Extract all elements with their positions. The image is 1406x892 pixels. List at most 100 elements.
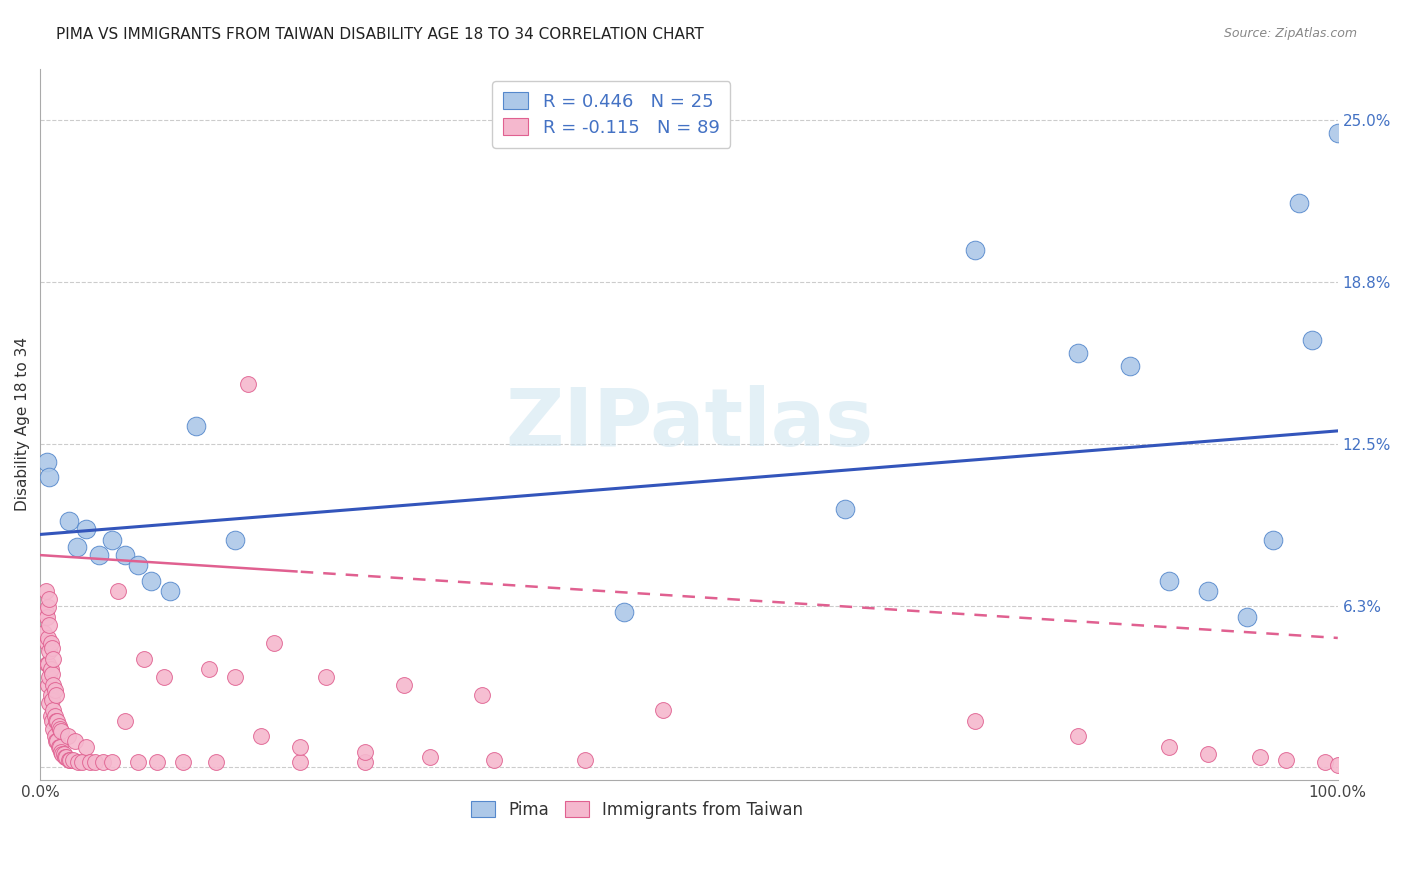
Point — [49, 722, 72, 736]
Point — [53, 750, 76, 764]
Point — [1261, 533, 1284, 547]
Point — [39, 636, 62, 650]
Point — [42, 703, 65, 717]
Point — [1197, 747, 1219, 762]
Point — [41, 667, 63, 681]
Point — [1275, 753, 1298, 767]
Point — [87, 548, 110, 562]
Point — [613, 605, 636, 619]
Point — [288, 755, 311, 769]
Point — [172, 755, 194, 769]
Point — [100, 533, 122, 547]
Point — [46, 714, 69, 728]
Point — [1197, 584, 1219, 599]
Point — [39, 688, 62, 702]
Point — [1119, 359, 1142, 374]
Point — [51, 747, 73, 762]
Point — [48, 739, 70, 754]
Point — [38, 670, 60, 684]
Point — [34, 605, 56, 619]
Point — [49, 739, 72, 754]
Point — [42, 651, 65, 665]
Point — [963, 714, 986, 728]
Point — [37, 657, 59, 671]
Point — [224, 533, 246, 547]
Point — [184, 418, 207, 433]
Point — [45, 714, 67, 728]
Point — [315, 670, 337, 684]
Point — [48, 719, 70, 733]
Point — [34, 625, 56, 640]
Point — [152, 670, 174, 684]
Point — [392, 677, 415, 691]
Point — [37, 631, 59, 645]
Legend: Pima, Immigrants from Taiwan: Pima, Immigrants from Taiwan — [464, 794, 810, 825]
Point — [38, 644, 60, 658]
Point — [39, 662, 62, 676]
Point — [56, 729, 79, 743]
Point — [353, 755, 375, 769]
Point — [834, 501, 856, 516]
Point — [52, 747, 75, 762]
Point — [79, 755, 101, 769]
Point — [65, 734, 87, 748]
Point — [1326, 126, 1348, 140]
Point — [62, 753, 84, 767]
Point — [37, 599, 59, 614]
Point — [574, 753, 596, 767]
Point — [35, 610, 58, 624]
Point — [41, 714, 63, 728]
Point — [37, 677, 59, 691]
Point — [1067, 346, 1090, 360]
Point — [236, 377, 259, 392]
Point — [652, 703, 675, 717]
Point — [59, 753, 82, 767]
Point — [1301, 333, 1323, 347]
Point — [45, 688, 67, 702]
Point — [51, 745, 73, 759]
Point — [34, 584, 56, 599]
Point — [470, 688, 492, 702]
Point — [39, 708, 62, 723]
Point — [38, 618, 60, 632]
Point — [484, 753, 506, 767]
Point — [107, 584, 129, 599]
Point — [75, 522, 97, 536]
Point — [91, 755, 114, 769]
Point — [127, 558, 149, 573]
Point — [44, 729, 66, 743]
Point — [41, 693, 63, 707]
Point — [42, 677, 65, 691]
Point — [1236, 610, 1258, 624]
Point — [1159, 574, 1181, 588]
Point — [75, 739, 97, 754]
Point — [134, 651, 156, 665]
Point — [58, 753, 80, 767]
Point — [35, 455, 58, 469]
Point — [42, 722, 65, 736]
Point — [146, 755, 169, 769]
Point — [1288, 196, 1310, 211]
Point — [250, 729, 273, 743]
Point — [67, 755, 90, 769]
Point — [1067, 729, 1090, 743]
Point — [139, 574, 162, 588]
Point — [58, 515, 80, 529]
Point — [1159, 739, 1181, 754]
Point — [1249, 750, 1271, 764]
Point — [46, 734, 69, 748]
Point — [419, 750, 441, 764]
Point — [127, 755, 149, 769]
Point — [35, 657, 58, 671]
Point — [70, 755, 93, 769]
Point — [45, 734, 67, 748]
Point — [55, 750, 77, 764]
Point — [198, 662, 221, 676]
Point — [159, 584, 181, 599]
Point — [38, 592, 60, 607]
Point — [38, 696, 60, 710]
Point — [35, 636, 58, 650]
Point — [100, 755, 122, 769]
Point — [44, 682, 66, 697]
Text: PIMA VS IMMIGRANTS FROM TAIWAN DISABILITY AGE 18 TO 34 CORRELATION CHART: PIMA VS IMMIGRANTS FROM TAIWAN DISABILIT… — [56, 27, 704, 42]
